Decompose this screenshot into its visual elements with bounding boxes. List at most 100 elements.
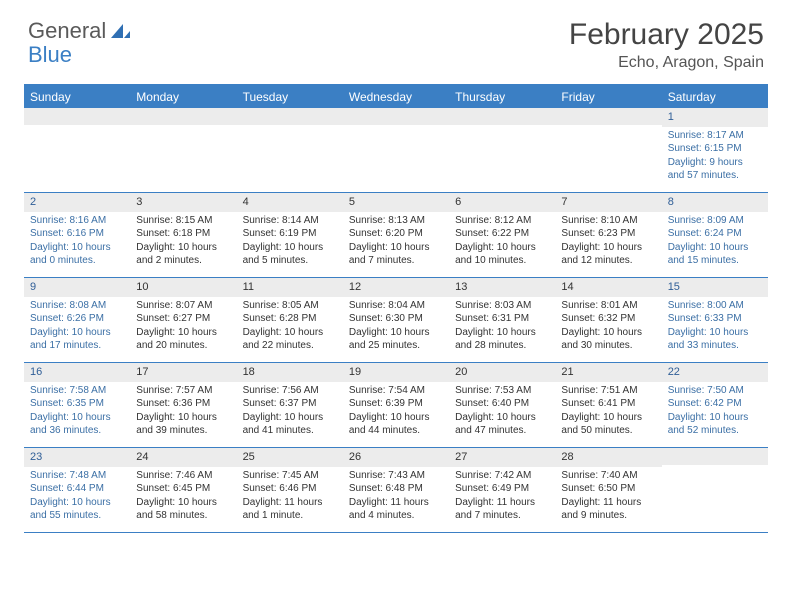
day-body: Sunrise: 8:12 AMSunset: 6:22 PMDaylight:… (449, 214, 555, 268)
calendar-day (130, 108, 236, 192)
sunrise-line: Sunrise: 8:03 AM (455, 299, 549, 313)
empty-day-header (555, 108, 661, 125)
weekday-header: Thursday (449, 86, 555, 108)
sunset-line: Sunset: 6:50 PM (561, 482, 655, 496)
header: General February 2025 Echo, Aragon, Spai… (0, 0, 792, 78)
logo-text-2: Blue (28, 42, 72, 68)
daylight-line: Daylight: 10 hours and 47 minutes. (455, 411, 549, 438)
calendar-day (555, 108, 661, 192)
sunrise-line: Sunrise: 7:58 AM (30, 384, 124, 398)
calendar-day: 9Sunrise: 8:08 AMSunset: 6:26 PMDaylight… (24, 278, 130, 362)
daylight-line: Daylight: 10 hours and 28 minutes. (455, 326, 549, 353)
calendar-day: 26Sunrise: 7:43 AMSunset: 6:48 PMDayligh… (343, 448, 449, 532)
calendar-day: 21Sunrise: 7:51 AMSunset: 6:41 PMDayligh… (555, 363, 661, 447)
sunset-line: Sunset: 6:24 PM (668, 227, 762, 241)
daylight-line: Daylight: 10 hours and 50 minutes. (561, 411, 655, 438)
day-body: Sunrise: 7:57 AMSunset: 6:36 PMDaylight:… (130, 384, 236, 438)
day-number: 28 (555, 448, 661, 467)
day-body: Sunrise: 8:04 AMSunset: 6:30 PMDaylight:… (343, 299, 449, 353)
daylight-line: Daylight: 10 hours and 15 minutes. (668, 241, 762, 268)
sunrise-line: Sunrise: 8:12 AM (455, 214, 549, 228)
sunrise-line: Sunrise: 8:13 AM (349, 214, 443, 228)
calendar-day: 25 Sunrise: 7:45 AMSunset: 6:46 PMDayligh… (237, 448, 343, 532)
calendar-day (343, 108, 449, 192)
day-body: Sunrise: 8:08 AMSunset: 6:26 PMDaylight:… (24, 299, 130, 353)
sunset-line: Sunset: 6:22 PM (455, 227, 549, 241)
sunrise-line: Sunrise: 7:53 AM (455, 384, 549, 398)
calendar-day (24, 108, 130, 192)
calendar-day: 2Sunrise: 8:16 AMSunset: 6:16 PMDaylight… (24, 193, 130, 277)
sunrise-line: Sunrise: 7:57 AM (136, 384, 230, 398)
calendar-day: 20Sunrise: 7:53 AMSunset: 6:40 PMDayligh… (449, 363, 555, 447)
sunset-line: Sunset: 6:18 PM (136, 227, 230, 241)
weekday-header-row: SundayMondayTuesdayWednesdayThursdayFrid… (24, 86, 768, 108)
calendar-day: 14Sunrise: 8:01 AMSunset: 6:32 PMDayligh… (555, 278, 661, 362)
sunset-line: Sunset: 6:27 PM (136, 312, 230, 326)
daylight-line: Daylight: 10 hours and 44 minutes. (349, 411, 443, 438)
weekday-header: Friday (555, 86, 661, 108)
sunset-line: Sunset: 6:20 PM (349, 227, 443, 241)
day-body: Sunrise: 8:05 AMSunset: 6:28 PMDaylight:… (237, 299, 343, 353)
calendar-day: 22Sunrise: 7:50 AMSunset: 6:42 PMDayligh… (662, 363, 768, 447)
sunrise-line: Sunrise: 8:17 AM (668, 129, 762, 143)
calendar-day: 13Sunrise: 8:03 AMSunset: 6:31 PMDayligh… (449, 278, 555, 362)
daylight-line: Daylight: 10 hours and 52 minutes. (668, 411, 762, 438)
daylight-line: Daylight: 10 hours and 41 minutes. (243, 411, 337, 438)
daylight-line: Daylight: 10 hours and 7 minutes. (349, 241, 443, 268)
sunrise-line: Sunrise: 8:05 AM (243, 299, 337, 313)
sunrise-line: Sunrise: 7:43 AM (349, 469, 443, 483)
sunrise-line: Sunrise: 8:14 AM (243, 214, 337, 228)
calendar-day: 28Sunrise: 7:40 AMSunset: 6:50 PMDayligh… (555, 448, 661, 532)
calendar-day: 6 Sunrise: 8:12 AMSunset: 6:22 PMDaylight… (449, 193, 555, 277)
sunset-line: Sunset: 6:30 PM (349, 312, 443, 326)
calendar: SundayMondayTuesdayWednesdayThursdayFrid… (24, 84, 768, 533)
day-body: Sunrise: 8:09 AMSunset: 6:24 PMDaylight:… (662, 214, 768, 268)
sunrise-line: Sunrise: 8:07 AM (136, 299, 230, 313)
sunrise-line: Sunrise: 7:54 AM (349, 384, 443, 398)
day-number: 24 (130, 448, 236, 467)
calendar-day: 16Sunrise: 7:58 AMSunset: 6:35 PMDayligh… (24, 363, 130, 447)
day-number: 4 (237, 193, 343, 212)
calendar-day: 11 Sunrise: 8:05 AMSunset: 6:28 PMDayligh… (237, 278, 343, 362)
day-body: Sunrise: 8:13 AMSunset: 6:20 PMDaylight:… (343, 214, 449, 268)
sunset-line: Sunset: 6:32 PM (561, 312, 655, 326)
day-number: 15 (662, 278, 768, 297)
daylight-line: Daylight: 10 hours and 17 minutes. (30, 326, 124, 353)
sunset-line: Sunset: 6:37 PM (243, 397, 337, 411)
sunset-line: Sunset: 6:19 PM (243, 227, 337, 241)
daylight-line: Daylight: 9 hours and 57 minutes. (668, 156, 762, 183)
sunset-line: Sunset: 6:28 PM (243, 312, 337, 326)
day-number: 12 (343, 278, 449, 297)
day-number: 21 (555, 363, 661, 382)
day-number: 22 (662, 363, 768, 382)
day-body: Sunrise: 8:00 AMSunset: 6:33 PMDaylight:… (662, 299, 768, 353)
day-body: Sunrise: 7:45 AMSunset: 6:46 PMDaylight:… (237, 469, 343, 523)
sunrise-line: Sunrise: 8:01 AM (561, 299, 655, 313)
calendar-day: 27Sunrise: 7:42 AMSunset: 6:49 PMDayligh… (449, 448, 555, 532)
day-number: 27 (449, 448, 555, 467)
day-body: Sunrise: 8:15 AMSunset: 6:18 PMDaylight:… (130, 214, 236, 268)
day-number: 6 (449, 193, 555, 212)
daylight-line: Daylight: 10 hours and 58 minutes. (136, 496, 230, 523)
calendar-week: 23 Sunrise: 7:48 AMSunset: 6:44 PMDayligh… (24, 448, 768, 533)
sunset-line: Sunset: 6:45 PM (136, 482, 230, 496)
day-number: 5 (343, 193, 449, 212)
day-number: 23 (24, 448, 130, 467)
day-number: 25 (237, 448, 343, 467)
daylight-line: Daylight: 10 hours and 30 minutes. (561, 326, 655, 353)
calendar-day: 1Sunrise: 8:17 AMSunset: 6:15 PMDaylight… (662, 108, 768, 192)
sunset-line: Sunset: 6:33 PM (668, 312, 762, 326)
day-body: Sunrise: 7:48 AMSunset: 6:44 PMDaylight:… (24, 469, 130, 523)
day-number: 11 (237, 278, 343, 297)
sunset-line: Sunset: 6:35 PM (30, 397, 124, 411)
sunset-line: Sunset: 6:15 PM (668, 142, 762, 156)
day-body: Sunrise: 8:07 AMSunset: 6:27 PMDaylight:… (130, 299, 236, 353)
weekday-header: Sunday (24, 86, 130, 108)
day-number: 26 (343, 448, 449, 467)
sunset-line: Sunset: 6:26 PM (30, 312, 124, 326)
logo-text-1: General (28, 18, 106, 44)
day-body: Sunrise: 8:17 AMSunset: 6:15 PMDaylight:… (662, 129, 768, 183)
weekday-header: Saturday (662, 86, 768, 108)
daylight-line: Daylight: 11 hours and 4 minutes. (349, 496, 443, 523)
calendar-day: 3Sunrise: 8:15 AMSunset: 6:18 PMDaylight… (130, 193, 236, 277)
